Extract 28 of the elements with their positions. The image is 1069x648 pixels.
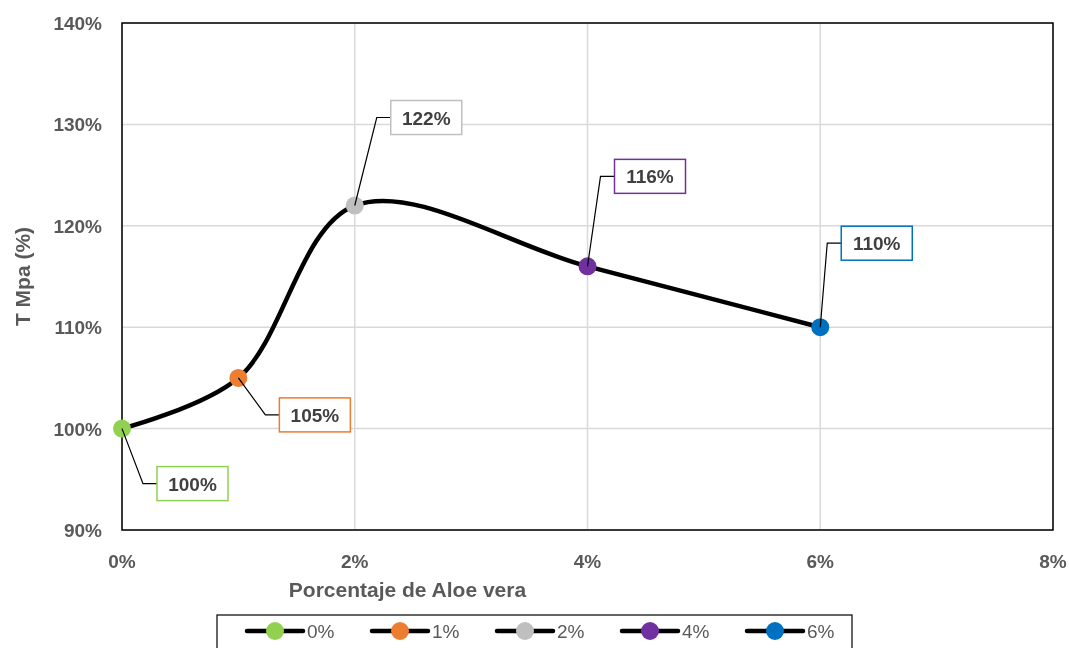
data-label: 110% <box>852 233 901 255</box>
x-tick-label: 0% <box>108 551 136 572</box>
data-label: 105% <box>290 404 340 426</box>
x-tick-label: 2% <box>341 551 369 572</box>
x-tick-label: 8% <box>1039 551 1067 572</box>
point <box>345 196 364 215</box>
point <box>578 257 597 276</box>
y-tick-label: 140% <box>53 13 103 34</box>
data-label: 122% <box>401 107 451 129</box>
data-label: 116% <box>626 166 674 188</box>
legend-label: 6% <box>807 621 835 642</box>
legend-label: 2% <box>557 621 585 642</box>
x-axis-title: Porcentaje de Aloe vera <box>288 578 527 601</box>
point <box>113 419 131 438</box>
y-axis-title: T Mpa (%) <box>11 226 34 327</box>
legend-label: 1% <box>432 621 460 642</box>
y-tick-label: 90% <box>63 520 103 541</box>
legend-label: 0% <box>307 621 335 642</box>
point <box>811 318 830 337</box>
y-tick-label: 110% <box>54 317 103 339</box>
x-tick-label: 6% <box>806 551 835 572</box>
point <box>229 368 248 387</box>
y-tick-label: 130% <box>53 114 103 136</box>
legend-label: 4% <box>682 621 710 642</box>
x-tick-label: 4% <box>573 551 602 572</box>
data-label: 100% <box>168 473 217 495</box>
y-tick-label: 100% <box>53 418 103 440</box>
y-tick-label: 120% <box>53 215 103 237</box>
